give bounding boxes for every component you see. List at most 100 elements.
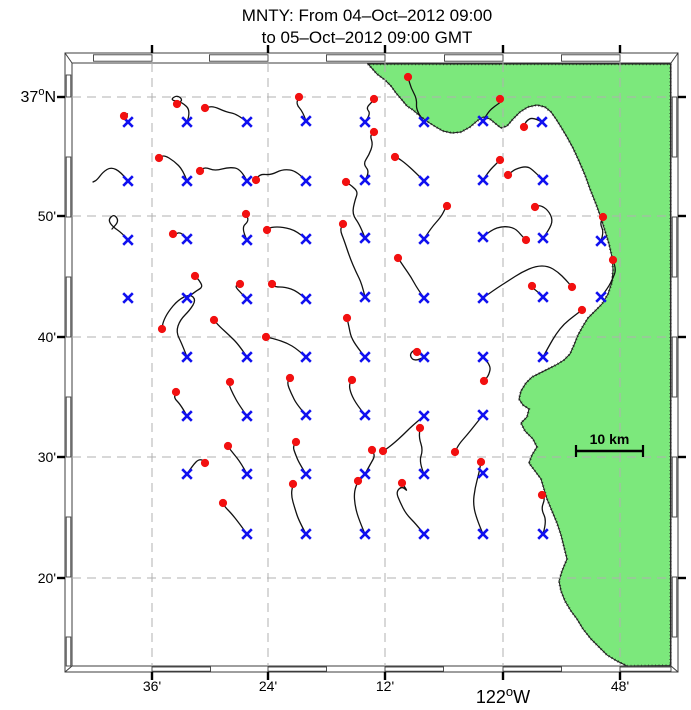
x-stroke: [241, 293, 253, 305]
grid-point-x-marker: [418, 410, 430, 422]
x-stroke: [537, 291, 549, 303]
grid-point-x-marker: [241, 175, 253, 187]
grid-point-x-marker: [477, 231, 489, 243]
grid-point-x-marker: [595, 291, 607, 303]
trajectory-path: [255, 169, 307, 182]
trajectory-end-dot: [168, 229, 178, 239]
trajectory-path: [186, 275, 203, 299]
trajectory-end-dot: [235, 279, 245, 289]
trajectory-path: [213, 319, 248, 358]
x-stroke: [477, 231, 489, 243]
grid-point-x-marker: [418, 528, 430, 540]
lat-tick-label: 50': [38, 208, 56, 224]
x-stroke: [181, 175, 193, 187]
frame-corner-bevel: [64, 52, 73, 64]
trajectory-end-dot: [119, 111, 129, 121]
trajectory-path: [473, 461, 484, 535]
x-stroke: [477, 174, 489, 186]
grid-point-x-marker: [477, 351, 489, 363]
grid-point-x-marker: [359, 468, 371, 480]
trajectory-end-dot: [598, 212, 608, 222]
trajectory-end-dot: [341, 177, 351, 187]
x-stroke: [122, 234, 134, 246]
grid-point-x-marker: [122, 292, 134, 304]
frame-segment: [65, 74, 72, 98]
x-stroke: [241, 351, 253, 363]
trajectory-end-dot: [267, 279, 277, 289]
x-stroke: [300, 409, 312, 421]
frame-segment: [65, 516, 72, 578]
x-stroke: [477, 292, 489, 304]
grid-point-x-marker: [181, 468, 193, 480]
frame-segment: [65, 156, 72, 218]
trajectory-end-dot: [442, 201, 452, 211]
frame-segment: [671, 96, 678, 158]
x-stroke: [181, 233, 193, 245]
x-stroke: [300, 115, 312, 127]
trajectory-end-dot: [537, 490, 547, 500]
x-stroke: [359, 291, 371, 303]
trajectory-end-dot: [342, 313, 352, 323]
lon-tick-label: 12': [376, 678, 394, 694]
trajectory-path: [600, 216, 604, 242]
grid-point-x-marker: [181, 292, 193, 304]
x-stroke: [359, 116, 371, 128]
x-stroke: [477, 351, 489, 363]
trajectory-end-dot: [288, 479, 298, 489]
x-stroke: [537, 232, 549, 244]
x-stroke: [241, 528, 253, 540]
trajectory-end-dot: [291, 437, 301, 447]
lat-tick-label: 30': [38, 449, 56, 465]
frame-segment: [93, 54, 153, 62]
x-stroke: [418, 116, 430, 128]
grid-point-x-marker: [536, 116, 548, 128]
trajectory-end-dot: [209, 315, 219, 325]
trajectory-path: [204, 106, 248, 123]
x-stroke: [300, 528, 312, 540]
trajectory-end-dot: [353, 476, 363, 486]
trajectory-end-dot: [567, 282, 577, 292]
frame-segment: [209, 54, 269, 62]
trajectory-end-dot: [397, 478, 407, 488]
trajectory-end-dot: [479, 376, 489, 386]
frame-corner-bevel: [670, 52, 679, 64]
x-stroke: [537, 351, 549, 363]
x-stroke: [477, 115, 489, 127]
x-stroke: [359, 468, 371, 480]
trajectory-path: [345, 181, 366, 239]
lat-tick-label: 37oN: [21, 86, 56, 106]
grid-point-x-marker: [418, 351, 430, 363]
trajectory-path: [407, 76, 425, 123]
x-stroke: [537, 528, 549, 540]
x-stroke: [181, 410, 193, 422]
trajectory-path: [161, 294, 196, 358]
trajectory-path: [346, 317, 366, 358]
frame-segment: [444, 54, 504, 62]
x-stroke: [418, 233, 430, 245]
x-stroke: [122, 116, 134, 128]
trajectory-end-dot: [195, 166, 205, 176]
grid-point-x-marker: [300, 233, 312, 245]
x-stroke: [181, 351, 193, 363]
trajectory-end-dot: [225, 377, 235, 387]
frame-segment: [151, 666, 211, 672]
x-stroke: [300, 233, 312, 245]
x-stroke: [359, 409, 371, 421]
grid-point-x-marker: [477, 115, 489, 127]
lon-tick-label: 122oW: [476, 684, 530, 707]
x-stroke: [241, 116, 253, 128]
trajectory-path: [418, 427, 425, 475]
trajectory-end-dot: [415, 423, 425, 433]
trajectory-path: [292, 441, 307, 475]
trajectory-end-dot: [378, 446, 388, 456]
frame-outer: [64, 52, 679, 673]
frame-segment: [671, 576, 678, 638]
grid-point-x-marker: [241, 116, 253, 128]
figure-title-line1: MNTY: From 04–Oct–2012 09:00: [242, 6, 492, 25]
trajectory-path: [364, 449, 375, 475]
x-stroke: [595, 291, 607, 303]
trajectory-path: [340, 223, 366, 298]
trajectory-end-dot: [200, 458, 210, 468]
trajectory-end-dot: [261, 332, 271, 342]
